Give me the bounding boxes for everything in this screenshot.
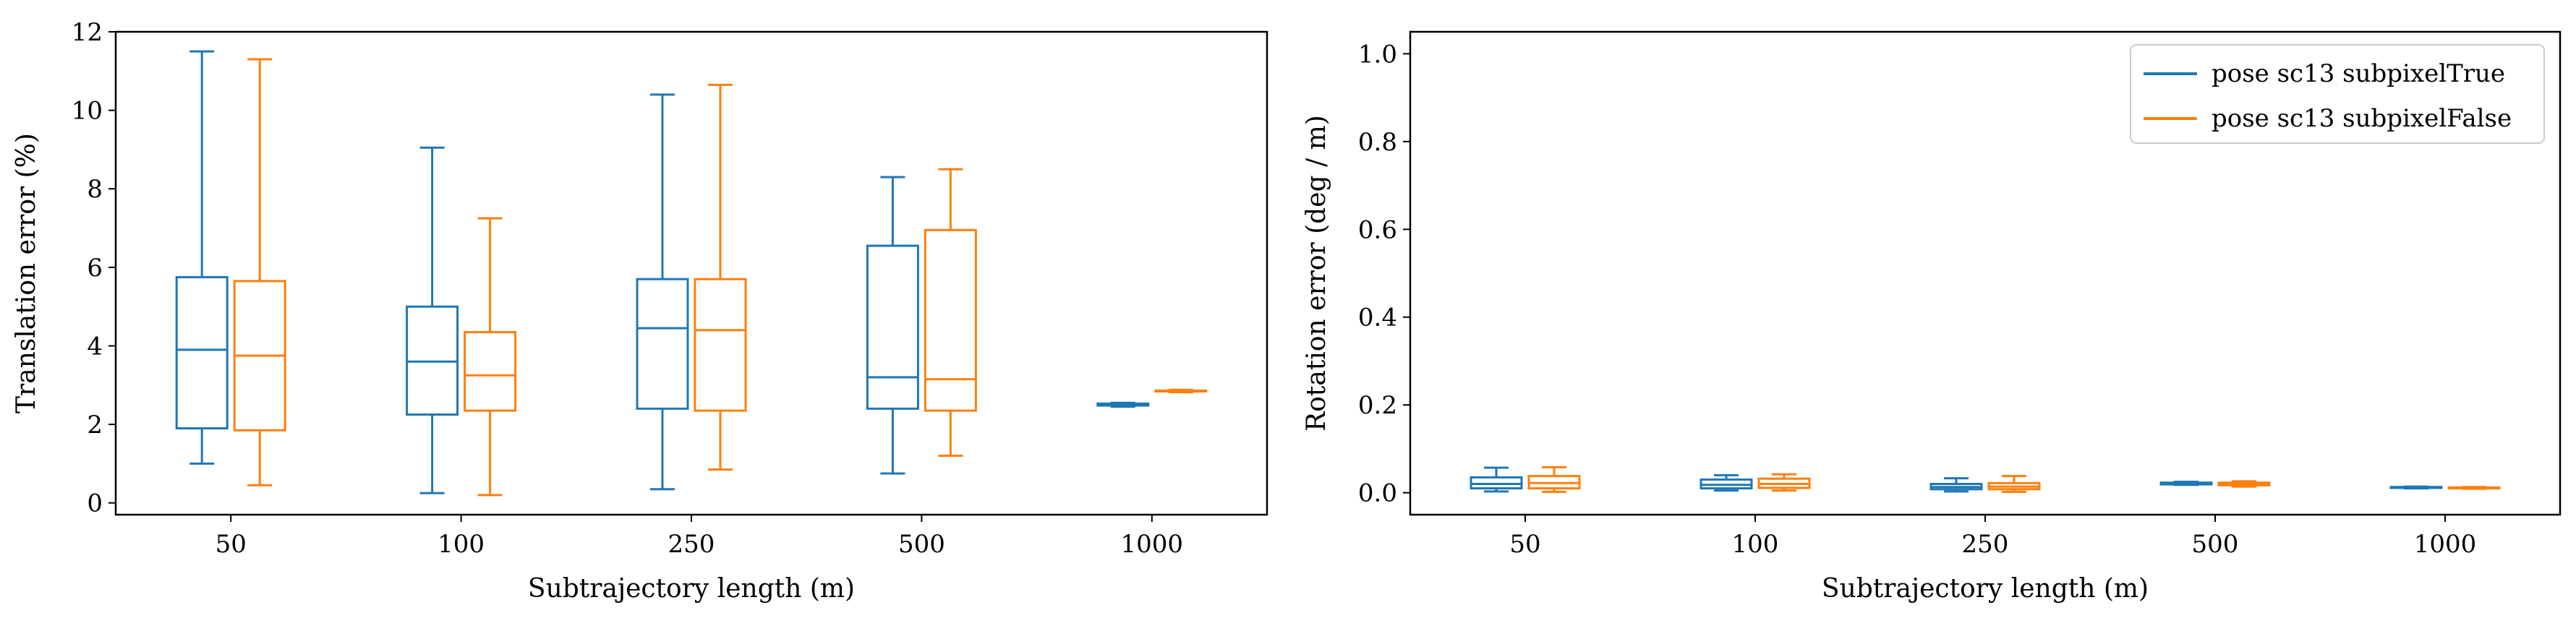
plot-frame	[1409, 30, 2562, 516]
x-tick-label: 100	[438, 530, 485, 559]
box-series-1-cat-1	[464, 217, 517, 497]
y-tick-label: 10	[72, 97, 103, 126]
iqr-box	[694, 278, 747, 412]
iqr-box	[866, 244, 919, 410]
legend-entry: pose sc13 subpixelTrue	[2212, 59, 2505, 88]
box-series-1-cat-0	[233, 58, 286, 486]
y-tick-label: 0.0	[1358, 479, 1397, 508]
box-series-1-cat-3	[2217, 480, 2271, 488]
box-series-0-cat-0	[175, 50, 229, 465]
x-axis-label: Subtrajectory length (m)	[528, 574, 855, 604]
y-tick-label: 2	[87, 411, 103, 440]
box-series-0-cat-4	[2389, 485, 2443, 490]
x-tick-label: 50	[1509, 530, 1540, 559]
y-tick-label: 8	[87, 175, 103, 204]
y-tick-label: 0.4	[1358, 304, 1397, 333]
plot-frame	[114, 30, 1268, 516]
box-series-0-cat-3	[2159, 480, 2213, 486]
box-series-0-cat-2	[1929, 477, 1983, 493]
x-axis-label: Subtrajectory length (m)	[1822, 574, 2149, 604]
y-tick-label: 1.0	[1358, 40, 1397, 69]
y-tick-label: 4	[87, 332, 103, 361]
iqr-box	[636, 278, 689, 410]
translation-error-chart: 0 2 4 6 8 10 12 50 100 250 500 1000 Subtrajectory le…	[12, 18, 1268, 604]
y-axis-label: Translation error (%)	[12, 133, 41, 413]
box-series-0-cat-1	[1699, 473, 1753, 492]
box-series-1-cat-1	[1757, 473, 1811, 492]
legend: pose sc13 subpixelTrue pose sc13 subpixel…	[2130, 44, 2545, 144]
x-tick-label: 500	[2192, 530, 2239, 559]
y-tick-label: 0.6	[1358, 215, 1397, 244]
box-series-1-cat-3	[924, 168, 977, 458]
x-tick-label: 100	[1732, 530, 1779, 559]
x-tick-label: 1000	[2414, 530, 2477, 559]
y-tick-label: 0.2	[1358, 391, 1397, 420]
y-tick-label: 6	[87, 254, 103, 283]
x-tick-label: 50	[216, 530, 247, 559]
box-series-1-cat-4	[2447, 486, 2501, 490]
box-series-0-cat-1	[406, 146, 459, 494]
x-tick-label: 250	[668, 530, 715, 559]
iqr-box	[924, 228, 977, 412]
box-series-1-cat-2	[694, 83, 747, 471]
x-tick-label: 500	[898, 530, 945, 559]
y-tick-label: 0	[87, 489, 103, 518]
box-series-1-cat-4	[1154, 388, 1208, 394]
iqr-box	[464, 330, 517, 412]
rotation-error-chart: 0.0 0.2 0.4 0.6 0.8 1.0 50 100 250 500 1000 Subtraj…	[1302, 30, 2562, 604]
x-tick-label: 250	[1962, 530, 2009, 559]
y-axis-label: Rotation error (deg / m)	[1302, 115, 1331, 432]
x-tick-label: 1000	[1121, 530, 1184, 559]
legend-box	[2130, 44, 2545, 144]
iqr-box	[175, 275, 229, 430]
box-series-0-cat-4	[1096, 401, 1150, 408]
legend-entry: pose sc13 subpixelFalse	[2212, 104, 2512, 133]
y-tick-label: 12	[72, 18, 103, 47]
box-series-0-cat-2	[636, 93, 689, 491]
box-series-1-cat-2	[1987, 475, 2041, 493]
iqr-box	[1470, 476, 1523, 490]
box-series-0-cat-3	[866, 176, 919, 475]
box-series-0-cat-0	[1470, 466, 1523, 493]
box-series-1-cat-0	[1527, 466, 1581, 493]
y-tick-label: 0.8	[1358, 128, 1397, 157]
